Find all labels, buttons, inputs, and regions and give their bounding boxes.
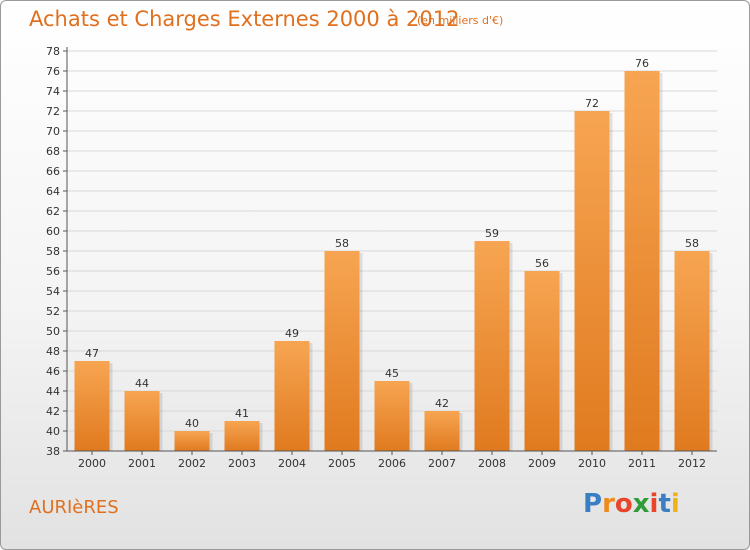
x-tick-label: 2000 [78, 457, 106, 470]
bar [324, 251, 360, 451]
y-tick-label: 50 [46, 325, 60, 338]
x-tick-label: 2008 [478, 457, 506, 470]
brand-letter: x [632, 489, 650, 519]
bar [174, 431, 210, 451]
x-tick-label: 2003 [228, 457, 256, 470]
data-label: 49 [285, 327, 299, 340]
data-label: 41 [235, 407, 249, 420]
bar [224, 421, 260, 451]
x-tick-label: 2002 [178, 457, 206, 470]
brand-letter: P [583, 489, 603, 519]
y-tick-label: 64 [46, 185, 60, 198]
data-label: 44 [135, 377, 149, 390]
x-tick-label: 2009 [528, 457, 556, 470]
bar [524, 271, 560, 451]
bar [474, 241, 510, 451]
chart-title: Achats et Charges Externes 2000 à 2012 [29, 7, 460, 31]
y-tick-label: 72 [46, 105, 60, 118]
bar [274, 341, 310, 451]
x-tick-label: 2001 [128, 457, 156, 470]
brand-letter: i [670, 489, 680, 519]
data-label: 40 [185, 417, 199, 430]
chart-subtitle: (en milliers d'€) [417, 14, 504, 27]
data-label: 72 [585, 97, 599, 110]
brand-logo: Proxiti [583, 489, 680, 519]
bar [74, 361, 110, 451]
y-tick-label: 60 [46, 225, 60, 238]
bar [374, 381, 410, 451]
labels: 38 40 42 44 46 48 50 52 54 56 58 60 62 64 66 68 70 72 74 76… [46, 45, 706, 470]
y-tick-label: 54 [46, 285, 60, 298]
place-name: AURIèRES [29, 497, 119, 518]
y-tick-label: 62 [46, 205, 60, 218]
brand-letter: r [602, 489, 615, 519]
y-tick-label: 48 [46, 345, 60, 358]
x-tick-label: 2010 [578, 457, 606, 470]
bar [674, 251, 710, 451]
data-label: 76 [635, 57, 649, 70]
x-tick-label: 2012 [678, 457, 706, 470]
x-tick-label: 2005 [328, 457, 356, 470]
data-label: 58 [335, 237, 349, 250]
y-tick-label: 78 [46, 45, 60, 58]
bar [124, 391, 160, 451]
y-tick-label: 58 [46, 245, 60, 258]
axes [63, 47, 717, 455]
y-tick-label: 52 [46, 305, 60, 318]
bar [424, 411, 460, 451]
bars [74, 71, 713, 451]
brand-letter: o [614, 489, 633, 519]
y-tick-label: 66 [46, 165, 60, 178]
y-tick-label: 68 [46, 145, 60, 158]
brand-letter: t [658, 489, 671, 519]
data-label: 45 [385, 367, 399, 380]
y-tick-label: 44 [46, 385, 60, 398]
y-tick-label: 76 [46, 65, 60, 78]
data-label: 59 [485, 227, 499, 240]
y-tick-label: 56 [46, 265, 60, 278]
y-tick-label: 74 [46, 85, 60, 98]
x-tick-label: 2007 [428, 457, 456, 470]
x-tick-label: 2004 [278, 457, 306, 470]
bar [624, 71, 660, 451]
data-label: 47 [85, 347, 99, 360]
y-tick-label: 46 [46, 365, 60, 378]
bar [574, 111, 610, 451]
data-label: 58 [685, 237, 699, 250]
x-tick-label: 2011 [628, 457, 656, 470]
y-tick-label: 40 [46, 425, 60, 438]
y-tick-label: 42 [46, 405, 60, 418]
y-tick-label: 70 [46, 125, 60, 138]
y-tick-label: 38 [46, 445, 60, 458]
data-label: 56 [535, 257, 549, 270]
data-label: 42 [435, 397, 449, 410]
x-tick-label: 2006 [378, 457, 406, 470]
brand-letter: i [649, 489, 659, 519]
